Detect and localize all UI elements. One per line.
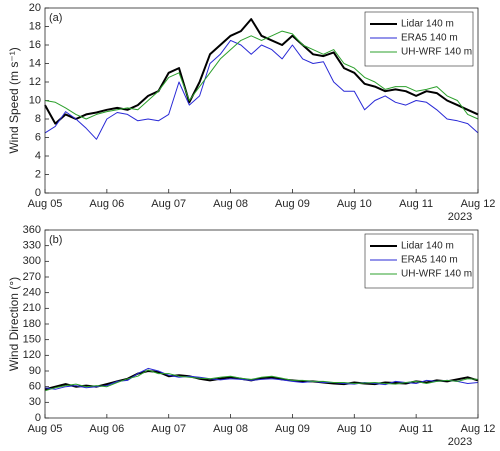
y-tick-label: 0 bbox=[35, 412, 41, 424]
y-tick-label: 12 bbox=[29, 76, 41, 88]
x-tick-label: Aug 12 bbox=[461, 423, 496, 435]
legend-label: Lidar 140 m bbox=[401, 241, 454, 252]
legend-box bbox=[364, 233, 474, 289]
panel-label: (a) bbox=[49, 12, 62, 24]
y-tick-label: 16 bbox=[29, 39, 41, 51]
y-axis-label: Wind Speed (m s⁻¹) bbox=[7, 47, 21, 153]
y-tick-label: 2 bbox=[35, 168, 41, 180]
x-tick-label: Aug 11 bbox=[399, 423, 433, 435]
y-tick-label: 90 bbox=[29, 365, 41, 377]
y-axis-label: Wind Direction (°) bbox=[7, 277, 21, 371]
x-tick-label: Aug 08 bbox=[213, 198, 248, 210]
series-line bbox=[44, 30, 479, 120]
x-axis-note: 2023 bbox=[448, 436, 472, 448]
y-tick-label: 6 bbox=[35, 131, 41, 143]
series-line bbox=[44, 18, 479, 125]
y-tick-label: 20 bbox=[29, 2, 41, 14]
y-tick-label: 120 bbox=[23, 349, 41, 361]
x-tick-label: Aug 07 bbox=[151, 198, 186, 210]
legend-label: UH-WRF 140 m bbox=[401, 47, 472, 58]
y-tick-label: 270 bbox=[23, 271, 41, 283]
x-tick-label: Aug 06 bbox=[89, 198, 124, 210]
legend: Lidar 140 m ERA5 140 m UH-WRF 140 m bbox=[364, 11, 474, 67]
y-tick-label: 4 bbox=[35, 150, 41, 162]
y-tick-label: 210 bbox=[23, 302, 41, 314]
x-axis-note: 2023 bbox=[448, 211, 472, 223]
x-tick-label: Aug 09 bbox=[275, 423, 310, 435]
panel-label: (b) bbox=[49, 234, 62, 246]
y-tick-label: 60 bbox=[29, 381, 41, 393]
x-tick-label: Aug 07 bbox=[151, 423, 186, 435]
legend: Lidar 140 m ERA5 140 m UH-WRF 140 m bbox=[364, 233, 474, 289]
legend-box bbox=[364, 11, 474, 67]
series-line bbox=[44, 370, 479, 391]
x-tick-label: Aug 08 bbox=[213, 423, 248, 435]
x-tick-label: Aug 10 bbox=[337, 198, 372, 210]
y-tick-label: 180 bbox=[23, 318, 41, 330]
x-tick-label: Aug 12 bbox=[461, 198, 496, 210]
legend-label: ERA5 140 m bbox=[401, 255, 458, 266]
legend-label: UH-WRF 140 m bbox=[401, 269, 472, 280]
y-tick-label: 240 bbox=[23, 287, 41, 299]
series-line bbox=[44, 369, 479, 392]
legend-label: Lidar 140 m bbox=[401, 19, 454, 30]
y-tick-label: 150 bbox=[23, 334, 41, 346]
axes-box bbox=[44, 7, 479, 194]
y-tick-label: 18 bbox=[29, 20, 41, 32]
y-tick-label: 14 bbox=[29, 57, 41, 69]
x-tick-label: Aug 06 bbox=[89, 423, 124, 435]
series-line bbox=[44, 39, 479, 140]
y-tick-label: 0 bbox=[35, 187, 41, 199]
x-tick-label: Aug 05 bbox=[28, 423, 63, 435]
legend-label: ERA5 140 m bbox=[401, 33, 458, 44]
y-tick-label: 10 bbox=[29, 94, 41, 106]
y-tick-label: 300 bbox=[23, 255, 41, 267]
y-tick-label: 330 bbox=[23, 240, 41, 252]
y-tick-label: 30 bbox=[29, 396, 41, 408]
y-tick-label: 360 bbox=[23, 224, 41, 236]
x-tick-label: Aug 10 bbox=[337, 423, 372, 435]
x-tick-label: Aug 11 bbox=[399, 198, 433, 210]
axes-box bbox=[44, 229, 479, 419]
x-tick-label: Aug 05 bbox=[28, 198, 63, 210]
y-tick-label: 8 bbox=[35, 113, 41, 125]
x-tick-label: Aug 09 bbox=[275, 198, 310, 210]
